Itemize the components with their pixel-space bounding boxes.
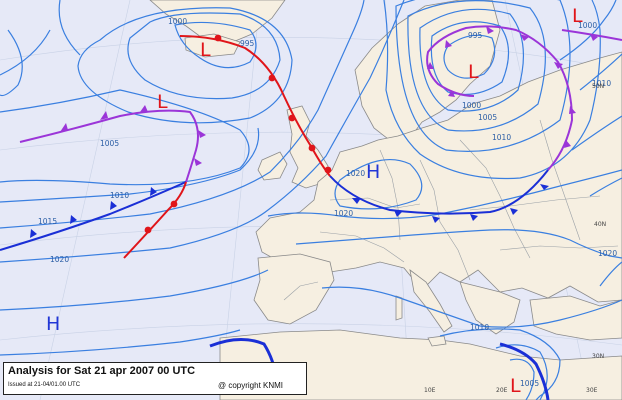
anatolia (529, 295, 622, 341)
ireland (257, 151, 288, 181)
copyright-notice: @ copyright KNMI (218, 381, 284, 390)
isobar (0, 29, 23, 97)
front-symbols (30, 26, 598, 238)
isobar-label: 1020 (50, 255, 69, 264)
isobar (58, 0, 81, 56)
isobar (0, 89, 250, 186)
country-borders (283, 119, 619, 301)
low-pressure-center: L (468, 61, 479, 83)
isobar-label: 1020 (598, 249, 617, 258)
isobar (0, 0, 365, 229)
balkans (459, 281, 521, 335)
iberia (253, 253, 335, 325)
low-pressure-center: L (572, 5, 583, 27)
isobar-label: 1005 (100, 139, 119, 148)
isobar (0, 29, 51, 76)
isobar (430, 21, 510, 95)
isobar (571, 115, 622, 151)
isobar (407, 0, 546, 132)
isobar (395, 0, 571, 152)
isobar (334, 158, 423, 210)
latitude-label: 50N (592, 83, 604, 90)
isobar-label: 995 (240, 39, 255, 48)
isobar (295, 229, 622, 259)
warm-fronts (123, 35, 331, 259)
analysis-title: Analysis for Sat 21 apr 2007 00 UTC (8, 365, 196, 377)
high-pressure-center: H (366, 161, 380, 183)
isobar (174, 21, 257, 69)
isobar (559, 0, 617, 61)
isobar (509, 358, 535, 400)
isobar-label: 995 (468, 31, 483, 40)
low-pressure-center: L (157, 91, 168, 113)
isobar (0, 269, 269, 311)
isobar-label: 1005 (478, 113, 497, 122)
chart-info-box: Analysis for Sat 21 apr 2007 00 UTC Issu… (3, 362, 307, 395)
isobar-label: 1000 (462, 101, 481, 110)
sicily (427, 335, 447, 347)
isobar (443, 34, 496, 79)
high-pressure-center: H (46, 313, 60, 335)
isobar (321, 286, 622, 328)
isobar-label: 1020 (346, 169, 365, 178)
isobar (127, 12, 281, 100)
isobar-label: 1010 (492, 133, 511, 142)
issued-time: Issued at 21-04/01.00 UTC (8, 382, 81, 388)
isobar (599, 261, 622, 287)
north-africa (219, 329, 622, 400)
longitude-label: 20E (496, 387, 508, 394)
isobar (419, 8, 525, 112)
isobar (439, 328, 561, 400)
isobar-label: 1010 (470, 323, 489, 332)
isobar-label: 1000 (168, 17, 187, 26)
isobar (589, 177, 622, 197)
isobar-label: 1010 (592, 79, 611, 88)
longitude-label: 30E (586, 387, 598, 394)
isobar (495, 344, 548, 400)
latitude-label: 30N (592, 353, 604, 360)
corsica-sardinia (395, 295, 403, 321)
pressure-centers: L L L L L H H (46, 5, 583, 397)
grid-labels: 50N 40N 30N 10E 20E 30E (424, 83, 606, 394)
iceland (184, 33, 241, 58)
isobar-labels: 1000 995 1005 1010 1015 1020 1020 995 10… (38, 17, 617, 388)
latitude-label: 40N (594, 221, 606, 228)
isobar (0, 0, 405, 263)
isobar-label: 1005 (520, 379, 539, 388)
low-pressure-center: L (510, 375, 521, 397)
isobar-label: 1015 (38, 217, 57, 226)
isobar (0, 329, 241, 356)
isobar-label: 1010 (110, 191, 129, 200)
longitude-label: 10E (424, 387, 436, 394)
isobar (77, 7, 293, 124)
isobar-label: 1020 (334, 209, 353, 218)
isobar-label: 1000 (578, 21, 597, 30)
isobar (579, 53, 622, 91)
low-pressure-center: L (200, 39, 211, 61)
italy (409, 269, 453, 333)
